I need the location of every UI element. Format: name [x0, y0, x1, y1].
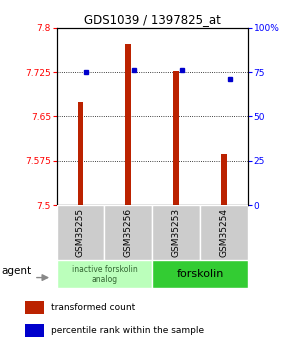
Bar [200, 205, 248, 260]
Bar [221, 154, 227, 205]
Bar [25, 301, 44, 314]
Text: agent: agent [1, 266, 31, 276]
Text: percentile rank within the sample: percentile rank within the sample [51, 326, 204, 335]
Text: transformed count: transformed count [51, 303, 136, 312]
Text: GSM35255: GSM35255 [76, 208, 85, 257]
Bar [25, 324, 44, 337]
Bar [152, 205, 200, 260]
Text: forskolin: forskolin [176, 269, 224, 279]
Text: GSM35256: GSM35256 [124, 208, 133, 257]
Title: GDS1039 / 1397825_at: GDS1039 / 1397825_at [84, 13, 221, 27]
Bar [152, 260, 248, 288]
Bar [57, 205, 104, 260]
Bar [57, 260, 152, 288]
Bar [126, 44, 131, 205]
Text: GSM35254: GSM35254 [220, 208, 229, 257]
Text: GSM35253: GSM35253 [172, 208, 181, 257]
Bar [78, 102, 83, 205]
Bar [104, 205, 152, 260]
Text: inactive forskolin
analog: inactive forskolin analog [72, 265, 137, 284]
Bar [173, 71, 179, 205]
